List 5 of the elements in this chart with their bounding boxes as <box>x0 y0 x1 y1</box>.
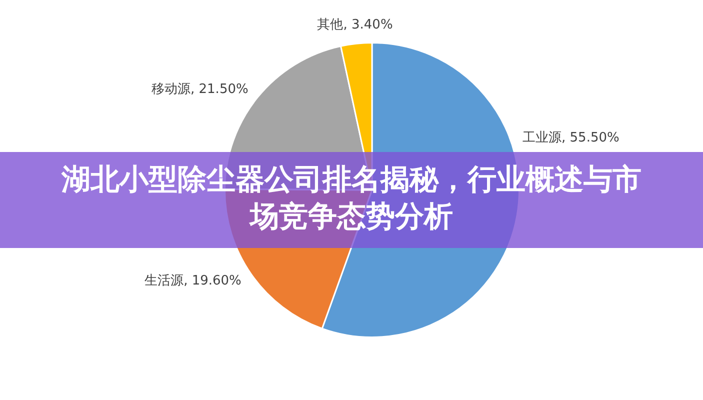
slice-label: 其他, 3.40% <box>317 18 393 33</box>
slice-label: 移动源, 21.50% <box>152 82 248 98</box>
text: 湖北小型除尘器公司排名揭秘，行业概述与市场竞争态势分析 <box>60 162 642 234</box>
slice-label: 生活源, 19.60% <box>144 274 242 289</box>
slice-label: 工业源, 55.50% <box>522 130 620 146</box>
